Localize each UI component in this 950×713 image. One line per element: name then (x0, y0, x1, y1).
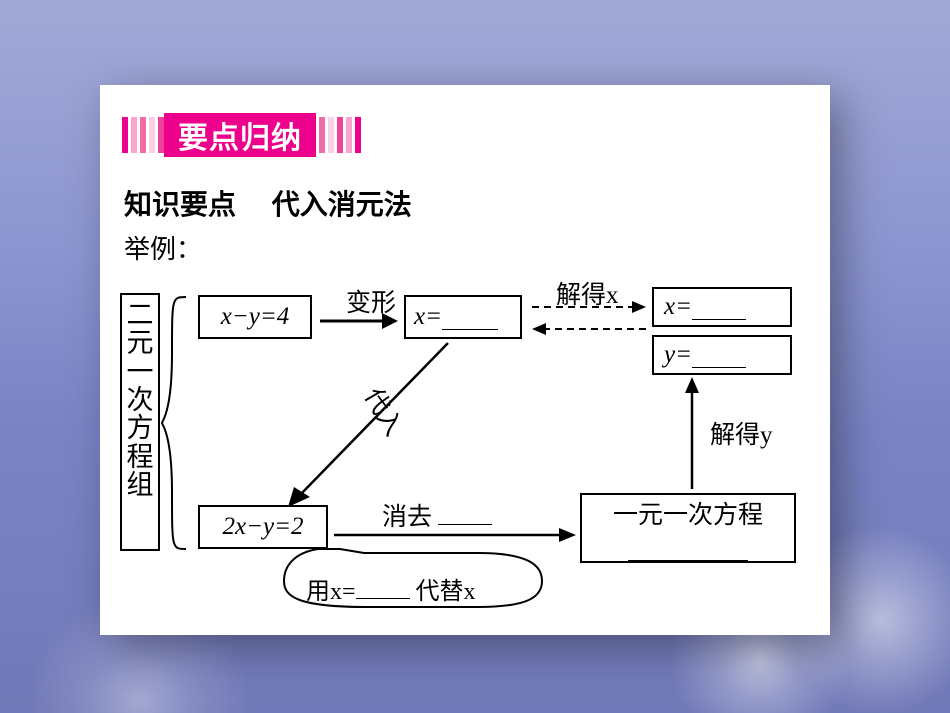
kp-topic: 代入消元法 (272, 189, 412, 220)
ribbon-stripe (122, 117, 128, 153)
one-var-equation-box: 一元一次方程 (580, 493, 796, 563)
ribbon-stripe (355, 117, 361, 153)
system-label-box: 二元一次方程组 (120, 293, 160, 551)
replace-text: 用x= 代替x (306, 571, 476, 606)
one-var-label: 一元一次方程 (613, 495, 763, 531)
equation-1-box: x−y=4 (198, 295, 312, 339)
kp-label: 知识要点 (124, 189, 236, 220)
eliminate-blank (438, 499, 492, 525)
example-label: 举例： (124, 229, 202, 266)
replace-blank (356, 574, 410, 599)
ribbon-stripe (319, 117, 325, 153)
result-y-box: y= (652, 335, 792, 375)
arrow-solve-x (526, 293, 656, 353)
x-expr-prefix: x= (414, 303, 442, 331)
result-x-box: x= (652, 287, 792, 327)
ribbon-stripe (140, 117, 146, 153)
one-var-blank (628, 537, 748, 561)
ribbon-stripe (149, 117, 155, 153)
ribbon-stripe (131, 117, 137, 153)
result-x-blank (692, 294, 746, 320)
slide-card: 要点归纳 知识要点 代入消元法 举例： 二元一次方程组 x−y=4 2x−y=2… (100, 85, 830, 635)
x-expression-box: x= (404, 295, 522, 339)
knowledge-point-title: 知识要点 代入消元法 (124, 183, 412, 223)
result-y-prefix: y= (664, 341, 692, 369)
solve-y-label: 解得y (710, 415, 773, 451)
ribbon-stripe (346, 117, 352, 153)
result-x-prefix: x= (664, 293, 692, 321)
ribbon-stripe (328, 117, 334, 153)
ribbon-title: 要点归纳 (164, 113, 316, 157)
arrow-solve-y (680, 377, 710, 497)
x-expr-blank (442, 304, 498, 330)
curly-brace (158, 293, 198, 553)
flow-diagram: 二元一次方程组 x−y=4 2x−y=2 变形 x= 解得x (120, 275, 812, 617)
result-y-blank (692, 342, 746, 368)
ribbon-stripe (337, 117, 343, 153)
equation-1: x−y=4 (221, 303, 289, 331)
ribbon-header: 要点归纳 (122, 113, 361, 157)
